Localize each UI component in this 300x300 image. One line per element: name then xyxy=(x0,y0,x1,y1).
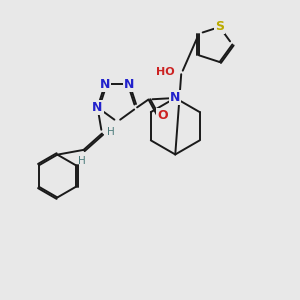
Text: N: N xyxy=(170,92,181,104)
Text: N: N xyxy=(124,78,135,91)
Text: S: S xyxy=(215,20,224,33)
Text: H: H xyxy=(107,127,115,137)
Text: N: N xyxy=(92,101,103,114)
Text: N: N xyxy=(100,78,110,91)
Text: H: H xyxy=(78,156,86,167)
Text: O: O xyxy=(158,109,168,122)
Text: HO: HO xyxy=(155,67,174,77)
